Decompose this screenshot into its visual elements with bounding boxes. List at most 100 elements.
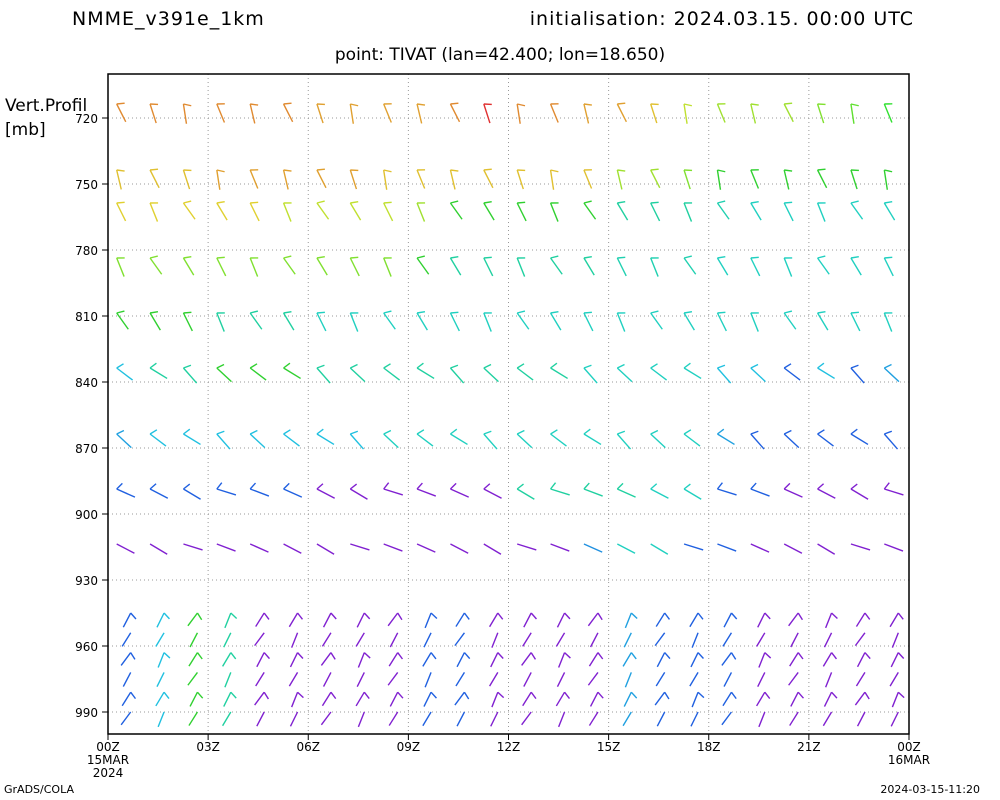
wind-barb [783, 102, 794, 123]
wind-barb [689, 672, 699, 687]
wind-barb [655, 612, 671, 627]
wind-barb [616, 200, 629, 221]
wind-barb [189, 691, 204, 707]
wind-barb [249, 363, 267, 381]
wind-barb [890, 652, 905, 668]
wind-barb [223, 632, 232, 648]
wind-barb [316, 364, 331, 384]
wind-barb [822, 711, 833, 727]
wind-barb [383, 201, 394, 222]
wind-barb [389, 632, 399, 648]
wind-barb [416, 310, 428, 331]
wind-barb [321, 632, 332, 647]
wind-barb [490, 652, 504, 668]
wind-barb [716, 200, 730, 220]
wind-barb [149, 543, 168, 555]
wind-barb [249, 169, 259, 189]
y-tick-label: 990 [75, 706, 98, 720]
y-tick-label: 750 [75, 178, 98, 192]
wind-barb [216, 482, 237, 496]
wind-barb [155, 691, 170, 707]
wind-barb [322, 612, 337, 628]
wind-barb [817, 483, 836, 499]
wind-barb [522, 632, 532, 647]
wind-barb [788, 612, 804, 627]
wind-barb [491, 632, 499, 648]
wind-barb [116, 201, 127, 222]
wind-barb [349, 430, 365, 450]
wind-barb [683, 255, 697, 275]
wind-barb [890, 711, 899, 727]
y-tick-label: 720 [75, 112, 98, 126]
y-tick-label: 810 [75, 310, 98, 324]
wind-barb [483, 200, 495, 221]
wind-barb [583, 311, 594, 332]
wind-barb [322, 672, 332, 687]
wind-barb [783, 169, 793, 190]
wind-barb [283, 482, 303, 498]
wind-barb [723, 672, 733, 687]
wind-barb [624, 612, 638, 629]
wind-barb [850, 200, 864, 220]
wind-barb [691, 691, 705, 708]
wind-barb [422, 711, 432, 727]
wind-barb [316, 483, 336, 499]
wind-barb [717, 428, 735, 446]
wind-barb [583, 169, 593, 189]
wind-barb [650, 103, 659, 124]
wind-barb [249, 103, 259, 124]
wind-barb [255, 612, 270, 627]
wind-barb [490, 711, 499, 727]
x-tick-label: 15Z [597, 740, 621, 754]
wind-barb [383, 103, 392, 123]
wind-barb [349, 103, 359, 124]
wind-barb [855, 672, 866, 687]
wind-barb [555, 691, 571, 707]
wind-barb [516, 429, 533, 449]
wind-barb [588, 711, 599, 726]
wind-barb [783, 482, 803, 498]
wind-barb [383, 429, 399, 449]
wind-barb [283, 429, 300, 447]
wind-barb [183, 483, 201, 500]
wind-barb [221, 711, 232, 727]
wind-barb [422, 652, 437, 667]
wind-barb [120, 711, 132, 726]
wind-barb [556, 672, 566, 688]
wind-barb [224, 612, 238, 629]
wind-barb [516, 201, 527, 222]
wind-barb [816, 103, 826, 124]
wind-barb [424, 612, 438, 629]
y-axis-title-line2: [mb] [5, 119, 46, 140]
wind-barb [120, 652, 136, 666]
wind-barb [824, 612, 838, 629]
wind-barb [750, 200, 762, 221]
model-title: NMME_v391e_1km [72, 8, 265, 30]
wind-barb [187, 671, 198, 686]
wind-barb [884, 543, 904, 552]
wind-barb [483, 543, 502, 555]
wind-barb [254, 691, 270, 706]
wind-barb [583, 482, 603, 497]
wind-barb [382, 169, 392, 190]
wind-barb [224, 672, 232, 688]
wind-barb [216, 312, 225, 332]
wind-barb [783, 310, 797, 330]
wind-barb [182, 169, 192, 190]
wind-barb [816, 202, 826, 222]
wind-barb [182, 103, 192, 124]
wind-barb [416, 202, 426, 222]
wind-barb [423, 691, 437, 707]
wind-barb [383, 257, 392, 277]
wind-barb [549, 255, 563, 275]
wind-barb [483, 483, 502, 499]
wind-barb [455, 612, 470, 627]
wind-barb [717, 543, 737, 552]
wind-barb [789, 711, 799, 726]
wind-barb [182, 364, 198, 384]
x-tick-label: 12Z [497, 740, 521, 754]
wind-barb [122, 612, 137, 628]
wind-barb [483, 363, 499, 383]
wind-barb [516, 543, 537, 551]
wind-barb [149, 168, 160, 189]
